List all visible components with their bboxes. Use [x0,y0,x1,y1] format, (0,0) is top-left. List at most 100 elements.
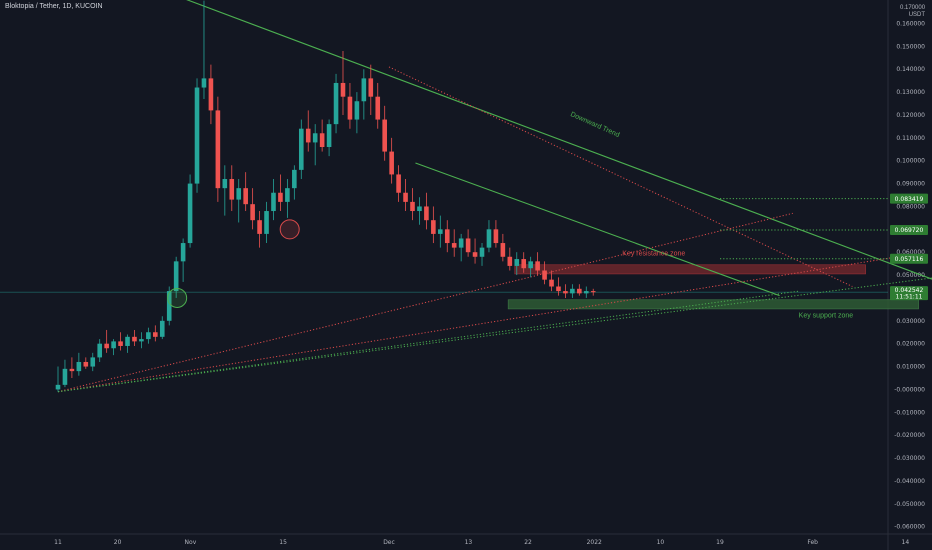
candle [118,341,123,346]
candle [382,119,387,152]
x-tick-label: 22 [524,539,532,546]
y-tick-label: 0.030000 [896,318,925,325]
candle [201,78,207,88]
y-tick-label: -0.010000 [894,409,925,416]
candle [333,82,339,125]
candle [444,229,450,244]
resistance-zone [514,264,866,275]
candle [250,204,255,221]
y-tick-label: 0.150000 [896,43,925,50]
alert-level-tag [890,193,928,204]
candle [159,320,165,337]
candle [340,82,346,97]
x-tick-label: 15 [279,539,287,546]
candle [62,368,68,385]
candle [438,229,443,234]
downward-trend-line [186,0,932,280]
alert-level-label: 0.069720 [895,227,924,234]
candle [472,252,478,257]
candle [458,238,464,248]
highlight-circle [167,287,188,308]
candle [410,201,415,212]
candle [208,78,214,111]
x-tick-label: 13 [465,539,473,546]
alert-level-tag [890,224,928,235]
y-tick-label: -0.050000 [894,501,925,508]
candle [514,259,520,266]
trend-line [415,162,780,297]
candle [535,261,540,271]
candle [69,368,75,372]
candle [396,174,401,193]
top-price-label: 0.170000 [900,5,926,11]
candle [97,343,103,358]
x-tick-label: 14 [902,539,910,546]
y-tick-label: 0.090000 [896,181,925,188]
currency-unit: USDT [908,12,926,18]
candle [229,179,235,200]
y-tick-label: 0.130000 [896,89,925,96]
trend-line [57,212,793,393]
y-tick-label: 0.140000 [896,66,925,73]
annotation-label: Downward Trend [569,111,620,139]
candle [76,361,82,372]
currency-label: 0.170000 USDT [900,5,925,19]
candle [222,179,228,189]
support-zone [507,299,919,310]
alert-level-label: 0.083419 [895,196,924,203]
candle [326,124,332,147]
y-tick-label: 0.080000 [896,203,925,210]
candle [577,288,582,294]
candle [368,78,374,97]
candle [90,357,96,367]
annotation-label: Key support zone [799,312,854,319]
candle [139,339,144,342]
x-tick-label: 11 [54,539,62,546]
candle [361,78,367,102]
candle [215,110,221,189]
candle [243,188,248,205]
y-tick-label: -0.060000 [894,524,925,531]
candle [417,206,422,212]
y-tick-label: 0.060000 [896,249,925,256]
candle [180,243,186,262]
candle [271,192,276,212]
candle [132,336,137,342]
x-tick-label: 19 [716,539,724,546]
x-tick-label: 2022 [587,539,602,546]
y-tick-label: 0.120000 [896,112,925,119]
x-tick-label: Nov [185,539,197,546]
alert-level-label: 0.057116 [895,256,924,263]
candle [431,220,436,234]
candle [556,286,561,292]
candle [375,96,381,120]
candle [570,288,575,294]
candle [465,238,471,253]
countdown-label: 11:51:11 [896,294,923,301]
candle [451,243,457,248]
candle [194,87,200,184]
candle [319,133,325,147]
candle [521,259,527,269]
y-tick-label: -0.040000 [894,478,925,485]
current-price-label: 0.042542 [895,287,924,294]
candle [298,128,304,170]
x-tick-label: 20 [114,539,122,546]
symbol-title: Bloktopia / Tether, 1D, KUCOIN [5,3,103,10]
candle [104,343,109,349]
candle [55,384,61,390]
candle [264,211,269,234]
candle [493,229,499,244]
y-tick-label: 0.050000 [896,272,925,279]
candle [500,243,506,257]
highlight-circle [279,219,300,240]
annotation-label: Key resistance zone [622,251,685,258]
y-tick-label: -0.000000 [894,386,925,393]
candle [549,279,554,287]
x-tick-label: 10 [657,539,665,546]
y-tick-label: 0.020000 [896,341,925,348]
x-tick-label: Feb [807,539,818,546]
candle [563,291,568,294]
